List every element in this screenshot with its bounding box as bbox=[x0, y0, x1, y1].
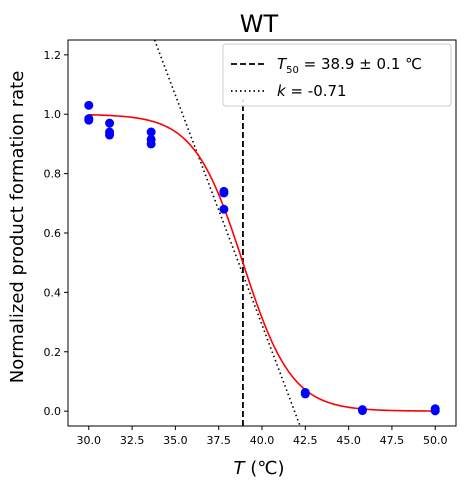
slope-line bbox=[153, 40, 301, 426]
data-point bbox=[146, 139, 156, 149]
data-point bbox=[84, 100, 94, 110]
x-axis-variable: T bbox=[234, 458, 247, 479]
fit-curve bbox=[88, 113, 436, 412]
x-axis-unit: (℃) bbox=[245, 458, 285, 479]
x-tick-label: 30.0 bbox=[77, 434, 102, 447]
y-axis-label: Normalized product formation rate bbox=[7, 71, 28, 384]
x-tick-label: 37.5 bbox=[206, 434, 231, 447]
y-ticks: 0.0 0.2 0.4 0.6 0.8 1.0 1.2 bbox=[44, 49, 68, 418]
legend-box bbox=[222, 43, 452, 107]
reference-lines bbox=[88, 40, 436, 426]
legend: T50 = 38.9 ± 0.1 ℃ k = -0.71 bbox=[222, 43, 452, 107]
data-point bbox=[300, 389, 310, 399]
data-point bbox=[146, 127, 156, 137]
x-tick-label: 32.5 bbox=[120, 434, 145, 447]
data-point bbox=[219, 188, 229, 198]
x-tick-label: 50.0 bbox=[423, 434, 448, 447]
data-point bbox=[357, 406, 367, 416]
y-tick-label: 0.2 bbox=[44, 346, 62, 359]
y-tick-label: 0.0 bbox=[44, 405, 62, 418]
data-point bbox=[430, 406, 440, 416]
data-point bbox=[105, 130, 115, 140]
legend-k-label: k = -0.71 bbox=[277, 82, 347, 100]
x-tick-label: 42.5 bbox=[293, 434, 318, 447]
y-tick-label: 0.4 bbox=[44, 286, 62, 299]
data-point bbox=[105, 118, 115, 128]
x-ticks: 30.0 32.5 35.0 37.5 40.0 42.5 45.0 47.5 50.0 bbox=[77, 426, 448, 447]
legend-t50-label: T50 = 38.9 ± 0.1 ℃ bbox=[277, 55, 422, 76]
x-axis-label: T (℃) bbox=[234, 458, 285, 479]
x-tick-label: 47.5 bbox=[380, 434, 405, 447]
x-tick-label: 40.0 bbox=[250, 434, 275, 447]
y-tick-label: 0.8 bbox=[44, 168, 62, 181]
y-tick-label: 1.2 bbox=[44, 49, 62, 62]
y-tick-label: 0.6 bbox=[44, 227, 62, 240]
x-tick-label: 45.0 bbox=[336, 434, 361, 447]
data-points bbox=[84, 100, 440, 416]
data-point bbox=[219, 204, 229, 214]
chart-title: WT bbox=[240, 10, 279, 38]
x-tick-label: 35.0 bbox=[163, 434, 188, 447]
y-tick-label: 1.0 bbox=[44, 108, 62, 121]
plot-frame bbox=[67, 39, 457, 427]
plot-area bbox=[84, 40, 440, 426]
data-point bbox=[84, 115, 94, 125]
